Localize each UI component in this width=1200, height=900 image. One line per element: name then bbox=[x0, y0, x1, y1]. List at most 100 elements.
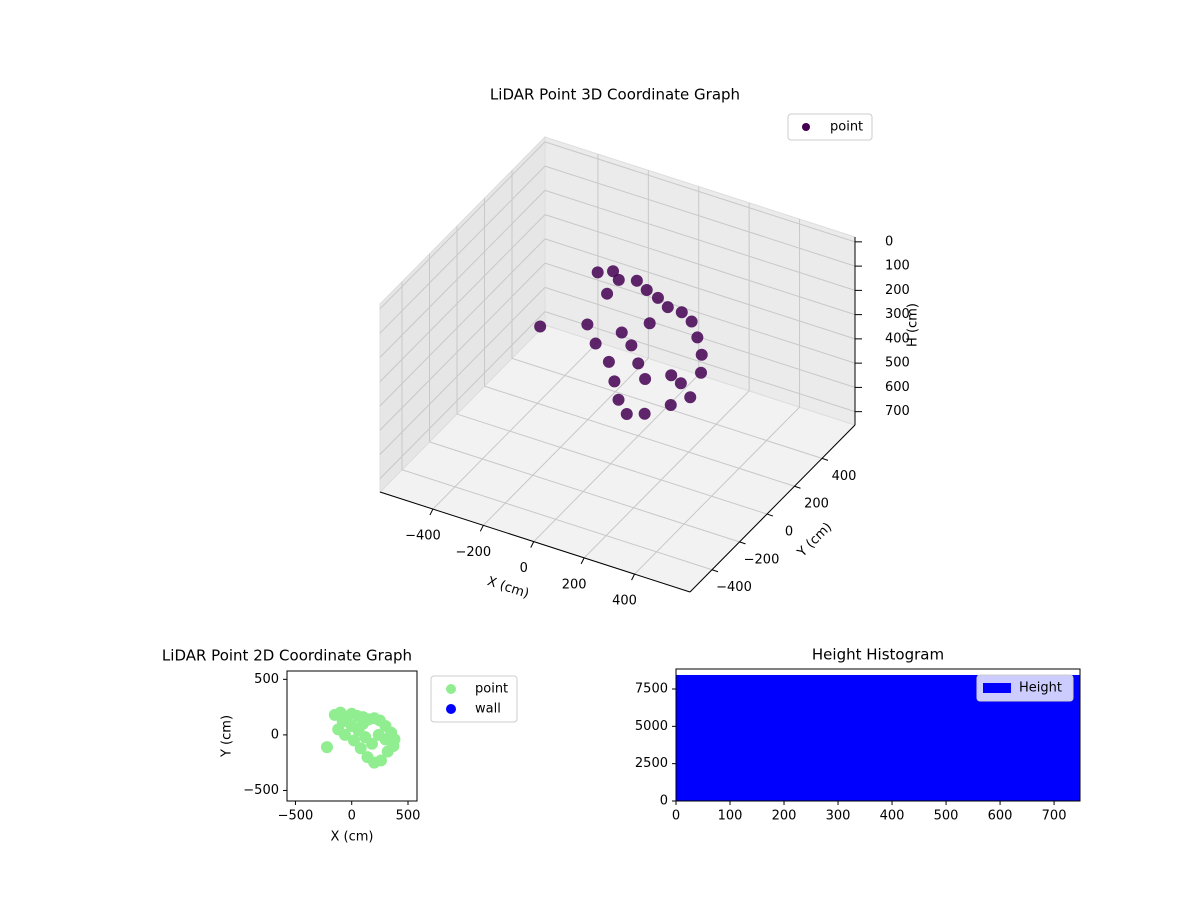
y-tick-label: 0 bbox=[785, 525, 793, 540]
grid-line bbox=[544, 141, 856, 243]
grid-line bbox=[544, 238, 856, 340]
point bbox=[651, 291, 664, 304]
grid-line bbox=[484, 385, 795, 487]
point bbox=[612, 393, 625, 406]
chart-title: LiDAR Point 2D Coordinate Graph bbox=[162, 647, 412, 665]
z-tick-label: 0 bbox=[885, 234, 893, 249]
y-tick-label: −500 bbox=[243, 783, 279, 798]
chart-title: LiDAR Point 3D Coordinate Graph bbox=[490, 86, 740, 104]
chart-title: Height Histogram bbox=[812, 646, 944, 664]
x-tick-label: 200 bbox=[772, 809, 797, 824]
tick-mark bbox=[766, 513, 774, 517]
tick-mark bbox=[821, 457, 829, 461]
y-tick-label: 0 bbox=[660, 794, 668, 809]
point bbox=[661, 301, 674, 314]
point bbox=[365, 737, 378, 750]
point bbox=[632, 357, 645, 370]
z-tick-label: 200 bbox=[885, 283, 910, 298]
point bbox=[695, 348, 708, 361]
tick-mark bbox=[530, 541, 535, 548]
z-axis-label: H (cm) bbox=[906, 303, 921, 347]
point bbox=[608, 375, 621, 388]
point bbox=[625, 339, 638, 352]
point bbox=[607, 265, 620, 278]
legend-label: point bbox=[830, 120, 863, 135]
point bbox=[684, 391, 697, 404]
x-tick-label: 500 bbox=[934, 809, 959, 824]
grid-line bbox=[544, 214, 856, 316]
point bbox=[674, 377, 687, 390]
legend-marker bbox=[446, 684, 456, 694]
point bbox=[589, 337, 602, 350]
grid-line bbox=[379, 262, 546, 431]
point bbox=[615, 326, 628, 339]
point bbox=[638, 407, 651, 420]
x-axis-label: X (cm) bbox=[485, 574, 531, 602]
grid-line bbox=[401, 469, 713, 571]
z-tick-label: 700 bbox=[885, 404, 910, 419]
grid-line bbox=[482, 357, 649, 526]
point bbox=[387, 740, 400, 752]
point bbox=[534, 320, 547, 333]
point bbox=[347, 734, 360, 747]
y-tick-label: 2500 bbox=[635, 756, 668, 771]
legend-box bbox=[976, 674, 1074, 702]
point bbox=[640, 284, 653, 297]
grid-line bbox=[429, 441, 740, 543]
grid-line bbox=[379, 190, 546, 358]
point bbox=[581, 318, 594, 331]
x-tick-label: 0 bbox=[672, 809, 680, 824]
grid-line bbox=[379, 141, 546, 310]
y-tick-label: 7500 bbox=[635, 682, 668, 697]
point bbox=[675, 306, 688, 319]
tick-mark bbox=[739, 541, 746, 545]
z-tick-label: 600 bbox=[885, 380, 910, 395]
legend-marker bbox=[983, 683, 1011, 693]
grid-line bbox=[379, 311, 546, 480]
point bbox=[338, 728, 351, 741]
x-tick-label: −400 bbox=[405, 529, 441, 544]
tick-mark bbox=[580, 557, 585, 565]
point bbox=[630, 274, 643, 287]
grid-line bbox=[544, 165, 856, 267]
legend-box bbox=[787, 113, 873, 141]
point bbox=[591, 266, 604, 279]
point bbox=[665, 369, 678, 382]
y-axis bbox=[689, 424, 856, 593]
y-tick-label: 0 bbox=[271, 727, 279, 742]
tick-mark bbox=[429, 508, 434, 516]
legend-marker bbox=[446, 704, 456, 714]
x-tick-label: 200 bbox=[562, 577, 587, 592]
legend-marker bbox=[802, 123, 810, 131]
legend-label: point bbox=[475, 682, 508, 697]
y-tick-label: 400 bbox=[832, 469, 857, 484]
grid-line bbox=[379, 165, 546, 334]
grid-line bbox=[634, 406, 800, 575]
tick-mark bbox=[794, 485, 801, 489]
point bbox=[320, 741, 333, 754]
point bbox=[664, 399, 677, 412]
y-tick-label: −400 bbox=[716, 580, 752, 595]
x-tick-label: 600 bbox=[988, 809, 1013, 824]
point bbox=[639, 373, 652, 386]
x-tick-label: −200 bbox=[455, 545, 491, 560]
x-tick-label: 500 bbox=[396, 809, 421, 824]
tick-mark bbox=[479, 525, 484, 532]
y-axis-label: Y (cm) bbox=[794, 520, 835, 561]
z-tick-label: 400 bbox=[885, 331, 910, 346]
grid-line bbox=[379, 238, 546, 407]
x-tick-label: 0 bbox=[348, 809, 356, 824]
point bbox=[379, 733, 392, 746]
grid-line bbox=[456, 413, 768, 515]
point bbox=[601, 287, 614, 300]
tick-mark bbox=[711, 569, 719, 573]
z-tick-label: 300 bbox=[885, 307, 910, 322]
grid-line bbox=[583, 390, 750, 559]
y-axis-label: Y (cm) bbox=[220, 715, 235, 758]
y-tick-label: 200 bbox=[804, 497, 829, 512]
legend-label: wall bbox=[475, 702, 501, 717]
plot-frame bbox=[675, 668, 1081, 802]
point bbox=[356, 717, 369, 730]
point bbox=[336, 715, 349, 728]
